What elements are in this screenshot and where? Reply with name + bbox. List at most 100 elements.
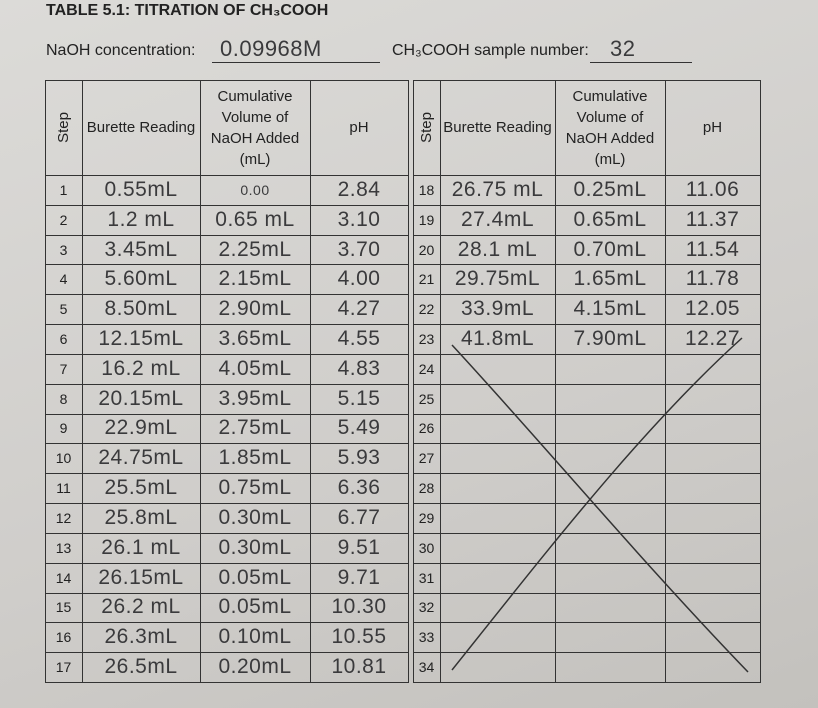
entry: 1.65mL	[573, 267, 647, 291]
entry: 10.55	[331, 625, 387, 649]
step-number: 28	[418, 480, 435, 497]
underline	[212, 62, 380, 63]
step-number: 8	[59, 390, 68, 407]
entry: 29.75mL	[454, 267, 541, 291]
table-cell	[440, 562, 556, 594]
step-number: 12	[55, 509, 72, 526]
entry: 6.77	[337, 505, 381, 529]
column-header-text: Burette Reading	[86, 119, 196, 136]
entry: 0.20mL	[218, 655, 292, 679]
table-cell	[555, 473, 666, 505]
step-number: 15	[55, 599, 72, 616]
entry: 8.50mL	[104, 297, 178, 321]
step-number: 9	[59, 420, 68, 437]
column-header: Step	[413, 80, 440, 175]
step-number: 13	[55, 539, 72, 556]
entry: 12.05	[684, 297, 741, 321]
entry: 4.15mL	[573, 297, 647, 321]
step-number: 16	[55, 629, 72, 646]
table-cell	[440, 353, 556, 385]
table-cell	[665, 443, 761, 475]
entry: 10.30	[331, 595, 387, 619]
underline	[590, 62, 692, 63]
step-number: 3	[59, 241, 68, 258]
entry: 6.36	[337, 476, 381, 500]
entry: 11.54	[685, 237, 740, 261]
sample-label: CH₃COOH sample number:	[392, 42, 589, 59]
step-number: 29	[418, 509, 435, 526]
entry: 0.25mL	[573, 177, 647, 201]
column-header: Cumulative Volume of NaOH Added (mL)	[555, 80, 665, 175]
table-cell	[665, 532, 761, 564]
step-number: 5	[59, 301, 68, 318]
table-cell	[665, 353, 761, 385]
table-cell	[665, 562, 761, 594]
entry: 11.06	[685, 177, 740, 201]
entry: 0.00	[240, 181, 270, 198]
entry: 0.30mL	[218, 505, 292, 529]
table-cell	[555, 562, 666, 594]
entry: 26.5mL	[104, 655, 178, 679]
entry: 11.37	[685, 207, 740, 231]
step-number: 19	[418, 211, 435, 228]
column-header: Burette Reading	[440, 80, 555, 175]
step-number: 6	[59, 331, 68, 348]
table-cell	[440, 413, 556, 445]
table-cell	[555, 443, 666, 475]
column-header-text: Burette Reading	[443, 119, 552, 136]
column-header-text: Cumulative Volume of NaOH Added (mL)	[565, 87, 655, 168]
column-header-text: Step	[418, 112, 436, 143]
step-number: 33	[418, 629, 435, 646]
entry: 2.15mL	[218, 267, 292, 291]
entry: 0.30mL	[218, 535, 292, 559]
table-cell	[555, 413, 666, 445]
table-cell	[555, 652, 666, 683]
entry: 0.55mL	[104, 177, 178, 201]
column-header: pH	[665, 80, 760, 175]
table-cell	[555, 592, 666, 624]
table-cell	[440, 383, 556, 415]
entry: 0.75mL	[218, 476, 292, 500]
entry: 1.85mL	[218, 446, 292, 470]
table-cell	[555, 383, 666, 415]
entry: 12.27	[684, 327, 741, 351]
entry: 0.70mL	[573, 237, 647, 261]
table-cell	[555, 532, 666, 564]
table-cell	[555, 503, 666, 534]
column-header: pH	[310, 80, 408, 175]
entry: 4.05mL	[218, 356, 292, 380]
entry: 22.9mL	[104, 416, 178, 440]
step-number: 20	[418, 241, 435, 258]
entry: 26.2 mL	[101, 595, 181, 619]
step-number: 34	[418, 659, 435, 676]
table-cell	[440, 503, 556, 534]
step-number: 26	[418, 420, 435, 437]
entry: 0.65 mL	[215, 207, 295, 231]
table-cell	[440, 592, 556, 624]
table-cell	[665, 592, 761, 624]
entry: 26.3mL	[104, 625, 178, 649]
step-number: 22	[418, 301, 435, 318]
table-cell	[665, 473, 761, 505]
table-cell	[665, 622, 761, 654]
entry: 5.93	[337, 446, 381, 470]
entry: 7.90mL	[573, 327, 647, 351]
concentration-label: NaOH concentration:	[46, 42, 196, 59]
entry: 33.9mL	[460, 297, 535, 321]
entry: 9.51	[337, 535, 381, 559]
entry: 3.70	[337, 237, 381, 261]
entry: 0.05mL	[218, 565, 292, 589]
entry: 5.60mL	[104, 267, 178, 291]
entry: 11.78	[685, 267, 740, 291]
column-header-text: pH	[702, 119, 723, 136]
concentration-value: 0.09968M	[220, 36, 322, 61]
table-cell	[555, 353, 666, 385]
entry: 0.65mL	[573, 207, 647, 231]
entry: 24.75mL	[98, 446, 184, 470]
step-number: 4	[59, 271, 68, 288]
sample-value: 32	[610, 36, 636, 61]
entry: 2.90mL	[218, 297, 292, 321]
step-number: 7	[59, 360, 68, 377]
